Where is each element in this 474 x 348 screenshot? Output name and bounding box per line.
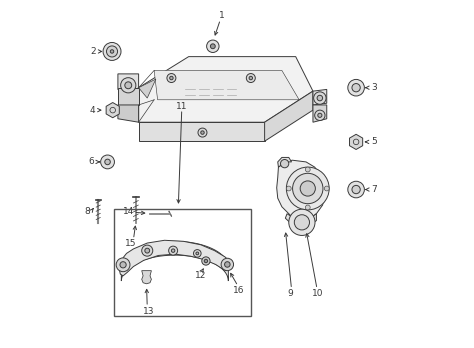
- Polygon shape: [264, 91, 313, 141]
- Circle shape: [305, 205, 310, 210]
- Circle shape: [324, 186, 329, 191]
- Circle shape: [314, 92, 326, 104]
- Polygon shape: [138, 79, 156, 98]
- Circle shape: [210, 44, 215, 49]
- Text: 15: 15: [125, 239, 137, 248]
- Text: 2: 2: [90, 47, 95, 56]
- Polygon shape: [278, 157, 292, 167]
- Polygon shape: [285, 214, 317, 226]
- Circle shape: [196, 252, 199, 255]
- Circle shape: [221, 258, 234, 271]
- Circle shape: [202, 257, 210, 265]
- Bar: [114, 208, 251, 316]
- Circle shape: [292, 173, 323, 204]
- Text: 11: 11: [176, 102, 188, 111]
- Polygon shape: [349, 134, 363, 150]
- Polygon shape: [142, 271, 151, 284]
- Circle shape: [142, 245, 153, 256]
- Circle shape: [294, 215, 310, 230]
- Circle shape: [305, 167, 310, 172]
- Circle shape: [204, 259, 208, 263]
- Polygon shape: [119, 240, 229, 276]
- Polygon shape: [138, 122, 264, 141]
- Text: 9: 9: [288, 288, 293, 298]
- Polygon shape: [313, 89, 327, 105]
- Text: 8: 8: [84, 207, 90, 216]
- Polygon shape: [118, 105, 138, 122]
- Circle shape: [317, 95, 323, 101]
- Text: 4: 4: [89, 106, 95, 114]
- Circle shape: [246, 73, 255, 82]
- Circle shape: [348, 181, 365, 198]
- Circle shape: [116, 258, 130, 272]
- Circle shape: [281, 159, 289, 168]
- Text: 7: 7: [371, 185, 377, 194]
- Circle shape: [286, 186, 291, 191]
- Circle shape: [107, 46, 118, 57]
- Text: 13: 13: [143, 307, 154, 316]
- Circle shape: [286, 167, 329, 210]
- Circle shape: [225, 262, 230, 267]
- Text: 1: 1: [219, 11, 224, 21]
- Circle shape: [105, 159, 110, 165]
- Circle shape: [169, 246, 178, 255]
- Polygon shape: [121, 242, 228, 281]
- Text: 10: 10: [312, 288, 324, 298]
- Circle shape: [318, 113, 322, 117]
- Circle shape: [348, 79, 365, 96]
- Circle shape: [249, 76, 253, 80]
- Polygon shape: [154, 70, 299, 100]
- Circle shape: [207, 40, 219, 53]
- Text: 6: 6: [89, 157, 94, 166]
- Text: 14: 14: [123, 207, 135, 216]
- Circle shape: [172, 249, 175, 252]
- Circle shape: [300, 181, 315, 196]
- Text: 3: 3: [371, 83, 377, 92]
- Circle shape: [121, 78, 136, 93]
- Circle shape: [103, 42, 121, 61]
- Polygon shape: [277, 160, 325, 220]
- Polygon shape: [138, 57, 313, 122]
- Circle shape: [170, 76, 173, 80]
- Circle shape: [198, 128, 207, 137]
- Text: 16: 16: [233, 286, 245, 295]
- Circle shape: [289, 209, 315, 236]
- Circle shape: [315, 110, 325, 120]
- Circle shape: [110, 50, 114, 53]
- Circle shape: [193, 250, 201, 257]
- Circle shape: [352, 185, 360, 194]
- Circle shape: [100, 155, 114, 169]
- Text: 12: 12: [195, 271, 207, 280]
- Circle shape: [352, 84, 360, 92]
- Polygon shape: [118, 74, 138, 95]
- Circle shape: [145, 248, 150, 253]
- Circle shape: [125, 82, 132, 89]
- Circle shape: [120, 262, 126, 268]
- Circle shape: [201, 131, 204, 134]
- Polygon shape: [106, 103, 119, 118]
- Circle shape: [167, 73, 176, 82]
- Text: 5: 5: [371, 137, 377, 147]
- Polygon shape: [313, 105, 327, 122]
- Polygon shape: [118, 88, 138, 105]
